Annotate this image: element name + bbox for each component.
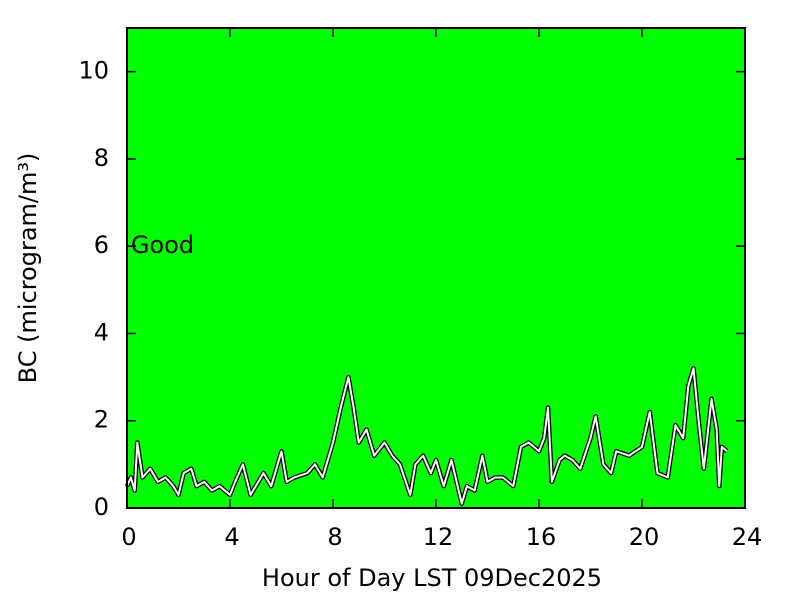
y-tick-label: 0 <box>94 493 109 521</box>
x-tick-label: 12 <box>423 523 454 551</box>
y-tick-label: 2 <box>94 406 109 434</box>
y-tick-label: 6 <box>94 231 109 259</box>
line <box>126 367 728 505</box>
y-tick-label: 10 <box>78 57 109 85</box>
x-tick-label: 16 <box>526 523 557 551</box>
plot-background <box>127 28 745 508</box>
annotation: Good <box>131 231 194 259</box>
x-tick-label: 0 <box>121 523 136 551</box>
y-tick-label: 8 <box>94 144 109 172</box>
x-axis-label: Hour of Day LST 09Dec2025 <box>262 564 602 592</box>
x-tick-label: 4 <box>224 523 239 551</box>
y-axis-label: BC (microgram/m³) <box>14 153 42 384</box>
x-tick-label: 24 <box>732 523 763 551</box>
y-tick-label: 4 <box>94 318 109 346</box>
x-tick-label: 8 <box>327 523 342 551</box>
x-tick-label: 20 <box>629 523 660 551</box>
